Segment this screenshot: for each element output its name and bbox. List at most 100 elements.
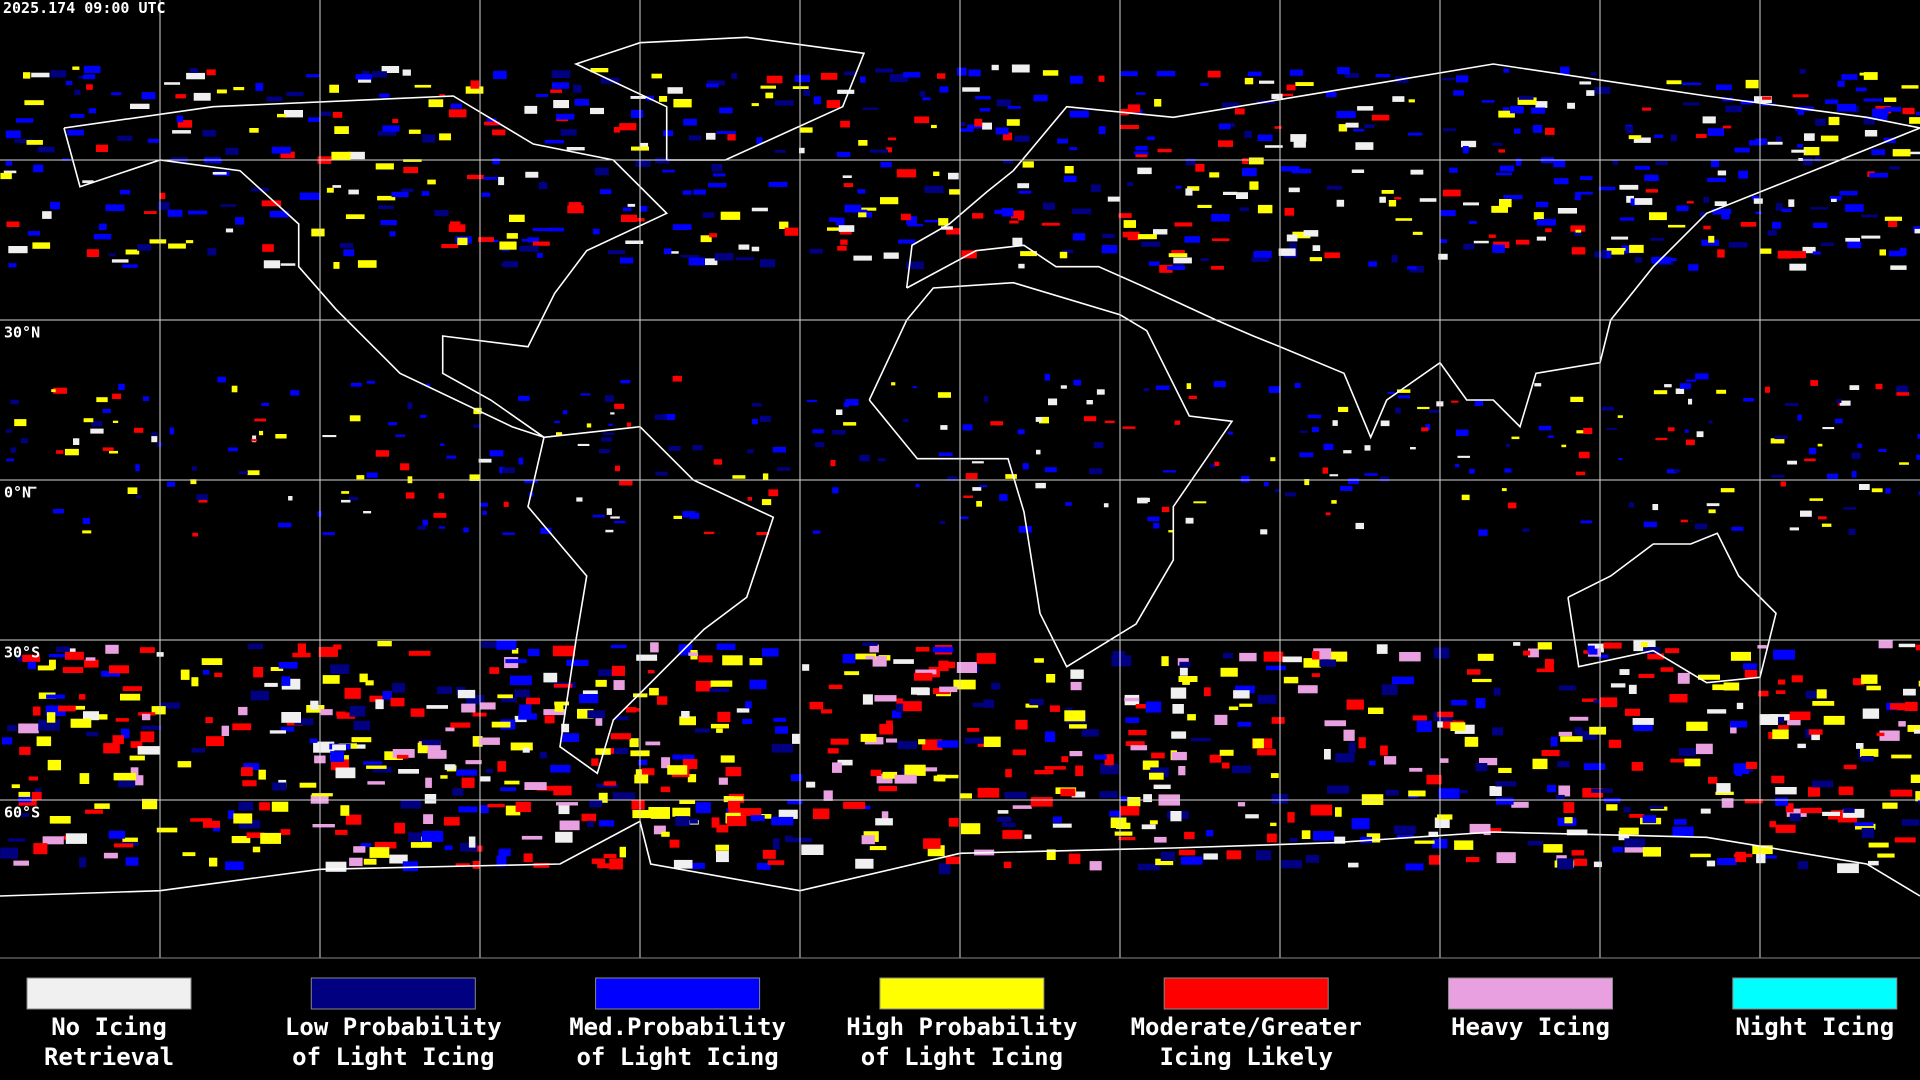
icing-patch — [991, 64, 999, 71]
icing-patch — [1606, 427, 1617, 430]
icing-patch — [1399, 652, 1421, 662]
icing-patch — [812, 429, 824, 434]
icing-patch — [1703, 225, 1711, 230]
icing-patch — [659, 96, 668, 102]
icing-patch — [977, 787, 1000, 798]
icing-patch — [1061, 756, 1069, 763]
icing-patch — [1669, 694, 1688, 703]
icing-patch — [113, 843, 134, 848]
icing-patch — [1802, 157, 1813, 166]
icing-patch — [947, 476, 958, 481]
icing-patch — [1624, 847, 1645, 853]
icing-patch — [1715, 791, 1734, 795]
icing-patch — [261, 200, 281, 207]
icing-patch — [400, 800, 421, 809]
icing-patch — [1197, 204, 1212, 208]
icing-patch — [1221, 102, 1240, 108]
icing-patch — [1301, 830, 1311, 839]
icing-patch — [251, 439, 258, 442]
icing-patch — [747, 449, 754, 454]
icing-patch — [1541, 750, 1560, 757]
icing-patch — [202, 129, 216, 137]
icing-patch — [1223, 191, 1238, 195]
icing-patch — [299, 192, 320, 200]
icing-patch — [348, 151, 365, 160]
icing-patch — [1147, 516, 1160, 522]
icing-patch — [889, 74, 909, 83]
icing-patch — [1634, 257, 1643, 263]
icing-patch — [246, 832, 265, 838]
icing-patch — [134, 775, 144, 786]
icing-patch — [1647, 653, 1664, 660]
icing-patch — [1185, 158, 1196, 166]
icing-patch — [1633, 137, 1651, 143]
icing-patch — [912, 386, 917, 389]
icing-patch — [812, 808, 830, 820]
icing-patch — [360, 843, 372, 847]
icing-patch — [1650, 237, 1664, 241]
icing-patch — [1507, 502, 1517, 509]
icing-patch — [720, 211, 741, 220]
icing-patch — [716, 131, 737, 134]
icing-patch — [1440, 210, 1456, 217]
icing-patch — [1590, 72, 1597, 76]
icing-patch — [751, 103, 759, 107]
icing-patch — [468, 836, 476, 848]
icing-patch — [1576, 430, 1590, 434]
icing-patch — [707, 80, 725, 86]
icing-patch — [959, 121, 966, 127]
icing-patch — [605, 395, 614, 402]
icing-patch — [651, 73, 662, 79]
icing-patch — [1717, 249, 1725, 258]
icing-patch — [679, 716, 696, 726]
icing-patch — [1440, 239, 1447, 244]
icing-patch — [1174, 222, 1193, 227]
icing-patch — [717, 711, 731, 722]
icing-patch — [1127, 182, 1133, 187]
icing-patch — [1012, 805, 1032, 809]
icing-patch — [1369, 760, 1376, 766]
icing-patch — [1834, 418, 1843, 424]
icing-patch — [1034, 770, 1054, 775]
icing-patch — [363, 761, 383, 765]
icing-patch — [1044, 373, 1050, 381]
icing-patch — [263, 260, 281, 269]
icing-patch — [1720, 488, 1735, 493]
icing-patch — [760, 85, 776, 89]
icing-patch — [1696, 133, 1707, 138]
icing-patch — [1396, 834, 1414, 839]
icing-patch — [768, 489, 779, 497]
icing-patch — [1533, 212, 1544, 220]
icing-patch — [1451, 699, 1468, 706]
icing-patch — [1137, 863, 1160, 871]
icing-patch — [598, 820, 615, 827]
icing-patch — [6, 221, 20, 227]
icing-patch — [1187, 714, 1196, 721]
icing-patch — [177, 120, 193, 128]
icing-patch — [1299, 452, 1314, 458]
icing-patch — [1775, 203, 1783, 211]
icing-patch — [1583, 763, 1606, 770]
icing-patch — [64, 448, 79, 456]
icing-patch — [673, 859, 693, 869]
icing-patch — [1678, 748, 1696, 756]
icing-patch — [112, 393, 122, 399]
icing-patch — [1791, 149, 1806, 153]
icing-patch — [238, 471, 248, 475]
icing-patch — [1069, 751, 1083, 757]
icing-patch — [915, 483, 920, 488]
icing-patch — [1547, 435, 1554, 438]
icing-patch — [610, 733, 631, 740]
icing-patch — [1501, 488, 1507, 492]
icing-patch — [38, 719, 60, 731]
icing-patch — [1241, 475, 1250, 483]
icing-patch — [277, 113, 286, 118]
icing-patch — [1528, 648, 1539, 658]
icing-patch — [715, 844, 729, 851]
icing-patch — [627, 203, 636, 207]
icing-patch — [1606, 248, 1626, 251]
icing-patch — [151, 706, 166, 715]
icing-patch — [1048, 398, 1058, 406]
icing-patch — [1684, 758, 1701, 767]
icing-patch — [713, 459, 723, 465]
